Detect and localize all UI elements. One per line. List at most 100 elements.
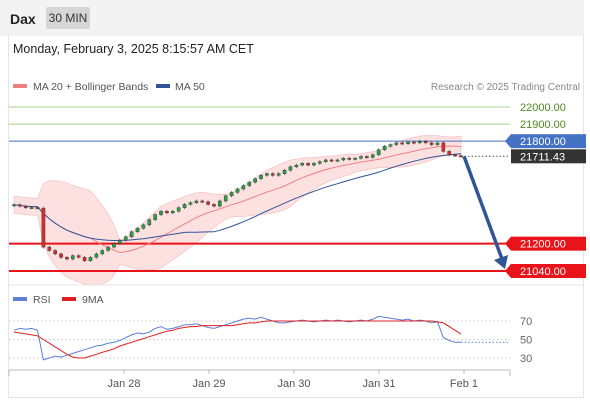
candle-body <box>323 159 328 162</box>
candle-body <box>200 200 205 203</box>
candle-body <box>229 192 234 197</box>
timeframe-button[interactable]: 30 MIN <box>46 7 90 29</box>
candle-body <box>212 204 216 207</box>
candle-body <box>59 253 63 258</box>
candle <box>23 204 28 210</box>
legend-label-9ma: 9MA <box>82 294 104 306</box>
candle-body <box>241 185 246 190</box>
candle <box>294 163 299 169</box>
candle-body <box>270 173 275 176</box>
rsi-line <box>13 315 461 361</box>
candle <box>318 160 322 165</box>
candle-body <box>235 188 240 193</box>
candle <box>312 162 316 167</box>
legend-swatch-9ma <box>62 297 76 301</box>
candle <box>394 141 399 146</box>
level-label-target: 21900.00 <box>520 119 566 131</box>
candle <box>135 226 140 234</box>
level-value: 21711.43 <box>520 151 565 163</box>
candle-body <box>82 257 87 261</box>
rsi-panel: 70 50 30 <box>9 315 532 365</box>
x-axis-tick-label: Jan 31 <box>362 378 395 390</box>
candle <box>347 156 352 161</box>
candle <box>47 245 52 252</box>
candle <box>235 187 240 194</box>
candle-body <box>429 142 434 145</box>
candle-body <box>176 207 181 212</box>
candle <box>382 144 387 152</box>
candle-body <box>188 202 193 205</box>
x-axis: Jan 28 Jan 29 Jan 30 Jan 31 Feb 1 <box>8 369 511 390</box>
level-value: 21800.00 <box>520 136 566 148</box>
rsi-tick-label: 30 <box>520 353 532 365</box>
candle-body <box>306 163 310 166</box>
candle-body <box>253 178 257 183</box>
candle <box>112 242 116 249</box>
candle-body <box>288 166 293 171</box>
rsi-tick-label: 50 <box>520 335 532 347</box>
candle <box>200 199 205 204</box>
legend-swatch-ma50 <box>156 84 170 88</box>
candle <box>153 213 157 222</box>
candle-body <box>382 146 387 150</box>
level-label-support: 21040.00 <box>505 264 586 278</box>
candle-body <box>12 204 16 207</box>
candle-body <box>453 154 457 157</box>
candle <box>218 199 222 208</box>
candle-body <box>70 255 75 260</box>
candle <box>300 162 305 167</box>
x-axis-tick-label: Jan 28 <box>107 378 140 390</box>
candle <box>365 155 369 159</box>
candle-body <box>47 246 52 251</box>
legend-swatch-rsi <box>13 297 27 301</box>
candle <box>276 172 281 177</box>
moving-averages <box>13 145 462 254</box>
candle-body <box>118 240 122 244</box>
candle <box>459 154 463 158</box>
candle-body <box>23 205 28 208</box>
candle <box>259 173 263 181</box>
candle-body <box>159 211 163 215</box>
candle-body <box>318 161 322 164</box>
candle <box>147 218 152 227</box>
candle <box>106 245 110 252</box>
candle <box>353 156 357 161</box>
level-label-target: 22000.00 <box>520 102 566 114</box>
candlesticks <box>12 139 463 263</box>
candle-body <box>147 219 152 226</box>
candle-body <box>182 204 187 208</box>
candle-body <box>265 173 269 176</box>
forecast-arrow-head <box>494 255 508 269</box>
candle <box>370 153 375 159</box>
candle-body <box>41 207 46 248</box>
candle <box>376 148 381 157</box>
candle-body <box>100 250 105 255</box>
candle <box>123 235 128 242</box>
candle <box>229 191 234 198</box>
candle-body <box>370 154 375 158</box>
legend-label-rsi: RSI <box>33 294 51 306</box>
candle-body <box>423 140 428 144</box>
level-tag <box>511 149 586 164</box>
candle <box>194 199 199 205</box>
candle <box>359 155 363 160</box>
legend-label-ma50: MA 50 <box>175 81 205 93</box>
level-tag-pointer <box>505 134 511 149</box>
candle-body <box>29 207 34 209</box>
candle-body <box>441 142 446 152</box>
candle-body <box>282 170 287 174</box>
candle-body <box>347 158 352 160</box>
candle-body <box>259 175 263 179</box>
forecast-arrow <box>462 155 508 269</box>
level-value: 21040.00 <box>520 266 566 278</box>
candle <box>100 249 105 256</box>
legend-swatch-ma20 <box>13 84 27 88</box>
level-label-pivot: 21800.00 <box>505 134 586 149</box>
level-tag-pointer <box>505 264 511 278</box>
candle-body <box>94 253 99 258</box>
candle-body <box>312 163 316 166</box>
candle <box>159 209 163 216</box>
candle <box>423 139 428 145</box>
candle-body <box>294 164 299 167</box>
